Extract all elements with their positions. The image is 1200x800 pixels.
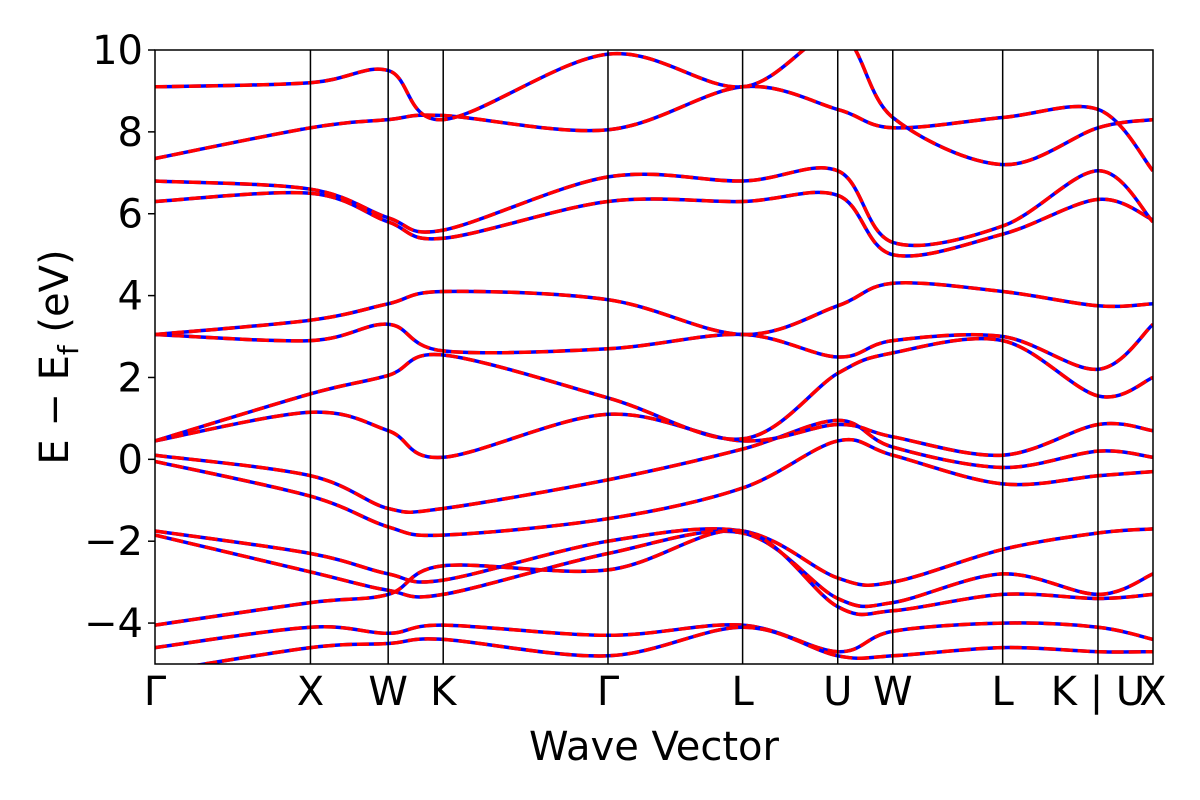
y-tick-label: −4 xyxy=(84,601,143,647)
x-tick-label: U xyxy=(823,669,852,715)
x-tick-label: K xyxy=(430,669,458,715)
band-line-red xyxy=(155,50,1153,167)
band-line-red xyxy=(155,418,1153,515)
band-line-blue xyxy=(155,336,1153,443)
x-tick-label: L xyxy=(992,669,1015,715)
band-line-red xyxy=(155,322,1153,372)
y-axis-title-unit: (eV) xyxy=(32,249,78,345)
x-tick-label: W xyxy=(873,669,913,715)
y-axis-title-main: E − E xyxy=(32,355,78,465)
band-line-red xyxy=(155,527,1153,587)
x-tick-label: K | U xyxy=(1051,669,1145,715)
band-line-red xyxy=(155,190,1153,258)
bands-layer xyxy=(155,50,1153,664)
x-tick-label: W xyxy=(368,669,408,715)
y-tick-label: 8 xyxy=(118,110,143,156)
band-line-red xyxy=(155,166,1153,248)
band-line-red xyxy=(193,625,1153,664)
band-line-red xyxy=(155,529,1153,609)
x-tick-label: Γ xyxy=(144,669,167,715)
x-tick-label: X xyxy=(297,669,324,715)
x-axis-title: Wave Vector xyxy=(529,724,780,770)
y-tick-label: 2 xyxy=(118,355,143,401)
band-line-red xyxy=(155,621,1153,654)
x-tick-label: L xyxy=(731,669,754,715)
y-ticks: −4 −2 0 2 4 6 8 10 xyxy=(84,28,155,647)
y-tick-label: 0 xyxy=(118,437,143,483)
band-line-red xyxy=(155,84,1153,172)
y-tick-label: 10 xyxy=(92,28,143,74)
band-line-red xyxy=(155,437,1153,538)
kpoint-lines xyxy=(309,50,1099,664)
plot-frame xyxy=(154,49,1154,665)
y-tick-label: 6 xyxy=(118,192,143,238)
y-axis-title-subscript: f xyxy=(52,344,85,355)
y-tick-label: 4 xyxy=(118,274,143,320)
y-tick-label: −2 xyxy=(84,519,143,565)
y-axis-title: E − Ef (eV) xyxy=(32,249,85,464)
band-line-red xyxy=(155,528,1153,627)
x-tick-label: X xyxy=(1139,669,1166,715)
band-line-red xyxy=(155,281,1153,337)
x-tick-label: Γ xyxy=(597,669,620,715)
